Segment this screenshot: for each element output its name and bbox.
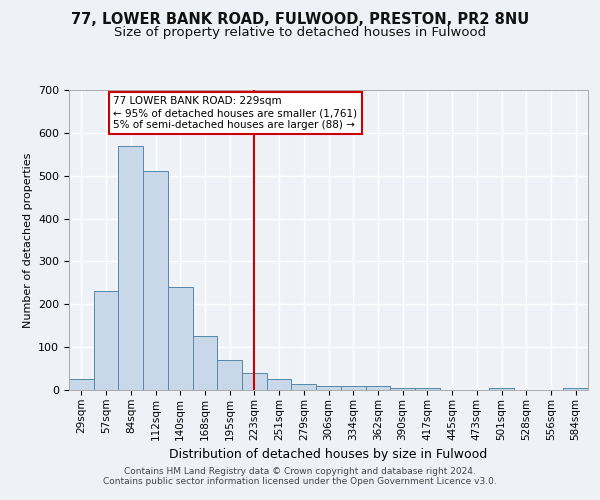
Text: Contains HM Land Registry data © Crown copyright and database right 2024.: Contains HM Land Registry data © Crown c…	[124, 467, 476, 476]
X-axis label: Distribution of detached houses by size in Fulwood: Distribution of detached houses by size …	[169, 448, 488, 461]
Bar	[118, 146, 143, 390]
Text: 77 LOWER BANK ROAD: 229sqm
← 95% of detached houses are smaller (1,761)
5% of se: 77 LOWER BANK ROAD: 229sqm ← 95% of deta…	[113, 96, 358, 130]
Bar	[415, 388, 440, 390]
Bar	[193, 336, 217, 390]
Bar	[94, 292, 118, 390]
Bar	[242, 373, 267, 390]
Bar	[69, 380, 94, 390]
Bar	[316, 386, 341, 390]
Bar	[292, 384, 316, 390]
Bar	[143, 172, 168, 390]
Bar	[390, 388, 415, 390]
Bar	[168, 287, 193, 390]
Y-axis label: Number of detached properties: Number of detached properties	[23, 152, 32, 328]
Text: Contains public sector information licensed under the Open Government Licence v3: Contains public sector information licen…	[103, 477, 497, 486]
Bar	[489, 388, 514, 390]
Bar	[267, 380, 292, 390]
Bar	[563, 388, 588, 390]
Text: 77, LOWER BANK ROAD, FULWOOD, PRESTON, PR2 8NU: 77, LOWER BANK ROAD, FULWOOD, PRESTON, P…	[71, 12, 529, 28]
Bar	[365, 386, 390, 390]
Bar	[341, 386, 365, 390]
Text: Size of property relative to detached houses in Fulwood: Size of property relative to detached ho…	[114, 26, 486, 39]
Bar	[217, 360, 242, 390]
